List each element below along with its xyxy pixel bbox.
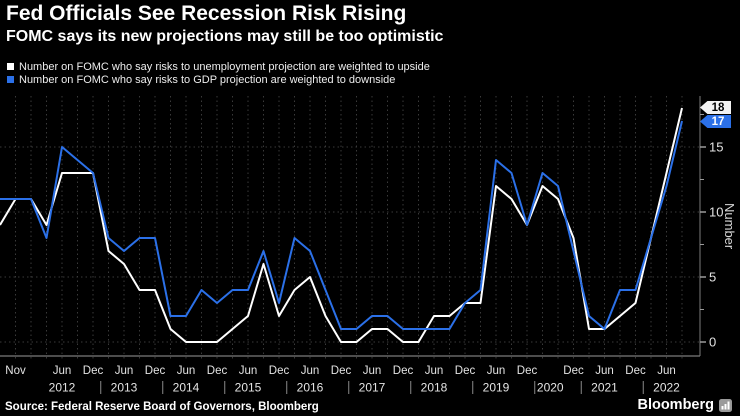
bloomberg-wordmark: Bloomberg <box>637 397 714 413</box>
y-axis-title: Number <box>722 202 737 250</box>
svg-text:2019: 2019 <box>483 381 510 395</box>
svg-text:Dec: Dec <box>393 365 414 377</box>
bloomberg-logo: Bloomberg <box>637 397 732 413</box>
svg-text:Jun: Jun <box>595 365 614 377</box>
svg-text:Jun: Jun <box>425 365 444 377</box>
chart-title: Fed Officials See Recession Risk Rising <box>6 2 407 25</box>
svg-text:Dec: Dec <box>517 365 538 377</box>
svg-text:2020: 2020 <box>537 381 564 395</box>
svg-text:Dec: Dec <box>207 365 228 377</box>
axis-labels: 0 5 10 15 Nov Jun Dec Jun Dec Jun Dec Jun Dec Jun Dec J… <box>5 140 723 395</box>
end-value-18: 18 <box>711 101 725 114</box>
end-value-17: 17 <box>711 115 725 128</box>
legend-swatch-blue <box>7 76 14 83</box>
svg-text:Jun: Jun <box>53 365 72 377</box>
svg-text:2016: 2016 <box>297 381 324 395</box>
svg-text:Dec: Dec <box>83 365 104 377</box>
legend-swatch-white <box>7 63 14 70</box>
series-lines <box>0 107 683 343</box>
svg-text:Dec: Dec <box>269 365 290 377</box>
svg-text:15: 15 <box>709 140 723 155</box>
end-value-badge-gdp: 17 <box>700 115 731 128</box>
series-line-unemployment-upside <box>0 107 683 343</box>
svg-text:Jun: Jun <box>115 365 134 377</box>
series-line-gdp-downside <box>0 120 683 330</box>
svg-text:Dec: Dec <box>625 365 646 377</box>
chart-subtitle: FOMC says its new projections may still … <box>6 28 444 45</box>
legend-item-unemployment-upside: Number on FOMC who say risks to unemploy… <box>7 60 430 73</box>
bloomberg-chart-icon <box>719 398 732 412</box>
source-note: Source: Federal Reserve Board of Governo… <box>5 401 319 413</box>
svg-text:2017: 2017 <box>359 381 386 395</box>
legend-label: Number on FOMC who say risks to unemploy… <box>19 60 430 73</box>
svg-text:2014: 2014 <box>173 381 200 395</box>
svg-text:Dec: Dec <box>455 365 476 377</box>
end-value-badge-unemployment: 18 <box>700 101 731 114</box>
legend-item-gdp-downside: Number on FOMC who say risks to GDP proj… <box>7 73 430 86</box>
svg-text:Jun: Jun <box>363 365 382 377</box>
svg-text:Jun: Jun <box>301 365 320 377</box>
legend: Number on FOMC who say risks to unemploy… <box>7 60 430 86</box>
svg-text:2015: 2015 <box>235 381 262 395</box>
axes <box>0 96 701 357</box>
svg-text:2022: 2022 <box>653 381 680 395</box>
svg-text:2012: 2012 <box>49 381 76 395</box>
axis-ticks <box>100 114 706 394</box>
svg-text:Dec: Dec <box>331 365 352 377</box>
svg-text:Jun: Jun <box>487 365 506 377</box>
svg-text:Dec: Dec <box>145 365 166 377</box>
svg-text:5: 5 <box>709 270 716 285</box>
svg-text:2018: 2018 <box>421 381 448 395</box>
svg-text:2021: 2021 <box>591 381 618 395</box>
svg-text:Nov: Nov <box>5 365 26 377</box>
svg-text:Dec: Dec <box>563 365 584 377</box>
svg-text:Jun: Jun <box>657 365 676 377</box>
svg-text:2013: 2013 <box>111 381 138 395</box>
legend-label: Number on FOMC who say risks to GDP proj… <box>19 73 396 86</box>
svg-text:0: 0 <box>709 335 716 350</box>
svg-text:Jun: Jun <box>239 365 258 377</box>
svg-text:10: 10 <box>709 205 723 220</box>
svg-text:Jun: Jun <box>177 365 196 377</box>
